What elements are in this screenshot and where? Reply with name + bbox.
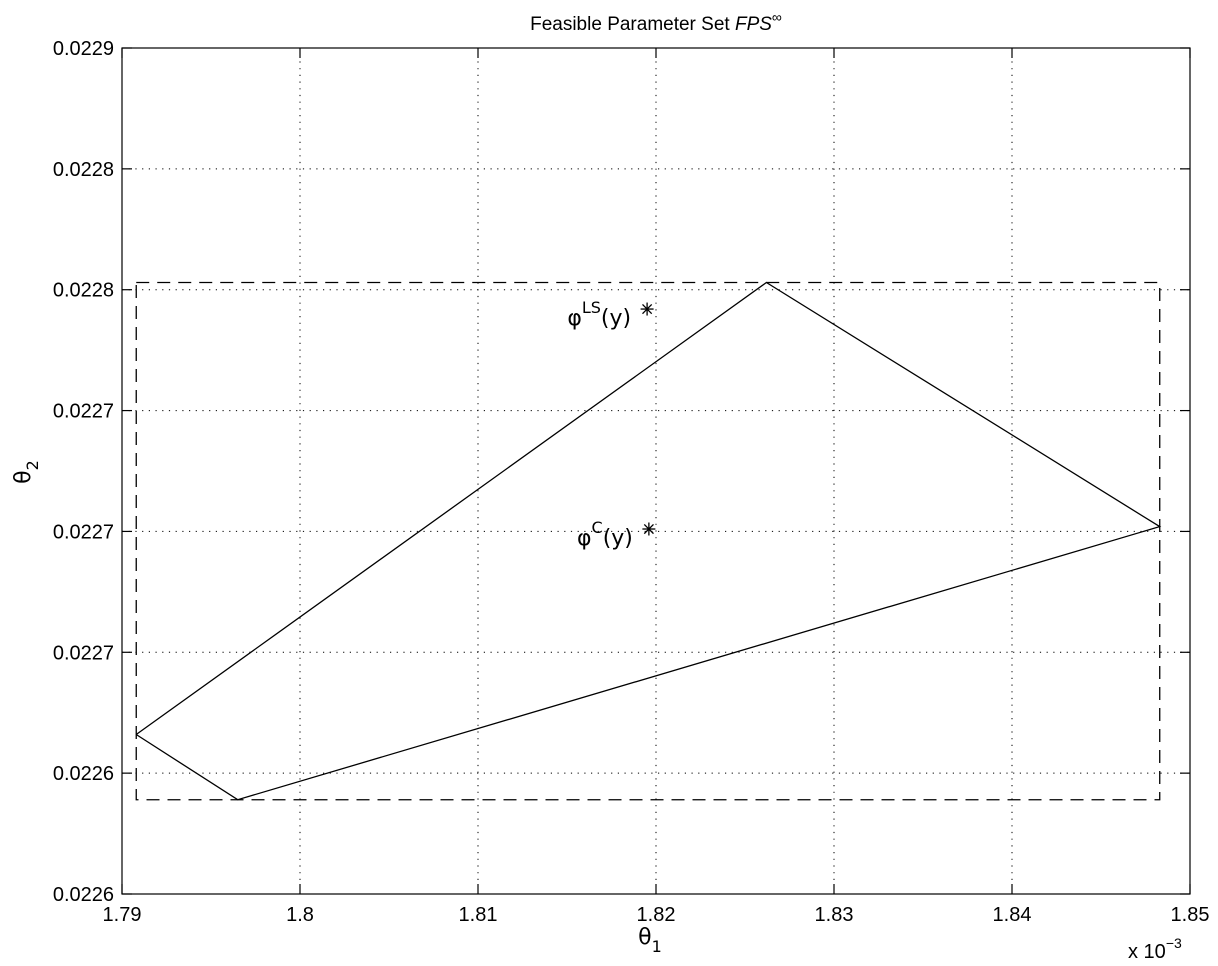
- feasible-set-polygon: [135, 281, 1162, 801]
- y-tick-label: 0.0228: [53, 280, 114, 302]
- chart-title: Feasible Parameter Set FPS∞: [530, 9, 782, 35]
- y-tick-label: 0.0229: [53, 38, 114, 60]
- bounding-box: [135, 281, 1161, 801]
- x-tick-label: 1.79: [103, 904, 142, 926]
- y-tick-label: 0.0227: [53, 642, 114, 664]
- y-axis-label: θ2: [11, 460, 42, 484]
- point-label: φLS(y): [567, 298, 631, 331]
- x-axis-label: θ1: [638, 925, 662, 956]
- grid: [122, 48, 1190, 894]
- y-tick-label: 0.0226: [53, 763, 114, 785]
- points: φLS(y) φC(y): [567, 298, 656, 551]
- x-axis-exponent: x 10−3: [1128, 935, 1182, 963]
- star-marker: [642, 522, 656, 536]
- x-tick-label: 1.82: [637, 904, 676, 926]
- y-tick-label: 0.0226: [53, 884, 114, 906]
- series: [135, 281, 1162, 801]
- point-label: φC(y): [577, 518, 633, 551]
- x-tick-label: 1.85: [1171, 904, 1210, 926]
- star-marker: [640, 302, 654, 316]
- ticks: 1.79 1.8 1.81 1.82 1.83 1.84 1.85 0.0226 0.0226 0…: [53, 38, 1210, 926]
- y-tick-label: 0.0227: [53, 401, 114, 423]
- y-tick-label: 0.0228: [53, 159, 114, 181]
- x-tick-label: 1.83: [815, 904, 854, 926]
- y-tick-label: 0.0227: [53, 521, 114, 543]
- x-tick-label: 1.81: [459, 904, 498, 926]
- x-tick-label: 1.8: [286, 904, 314, 926]
- x-tick-label: 1.84: [993, 904, 1032, 926]
